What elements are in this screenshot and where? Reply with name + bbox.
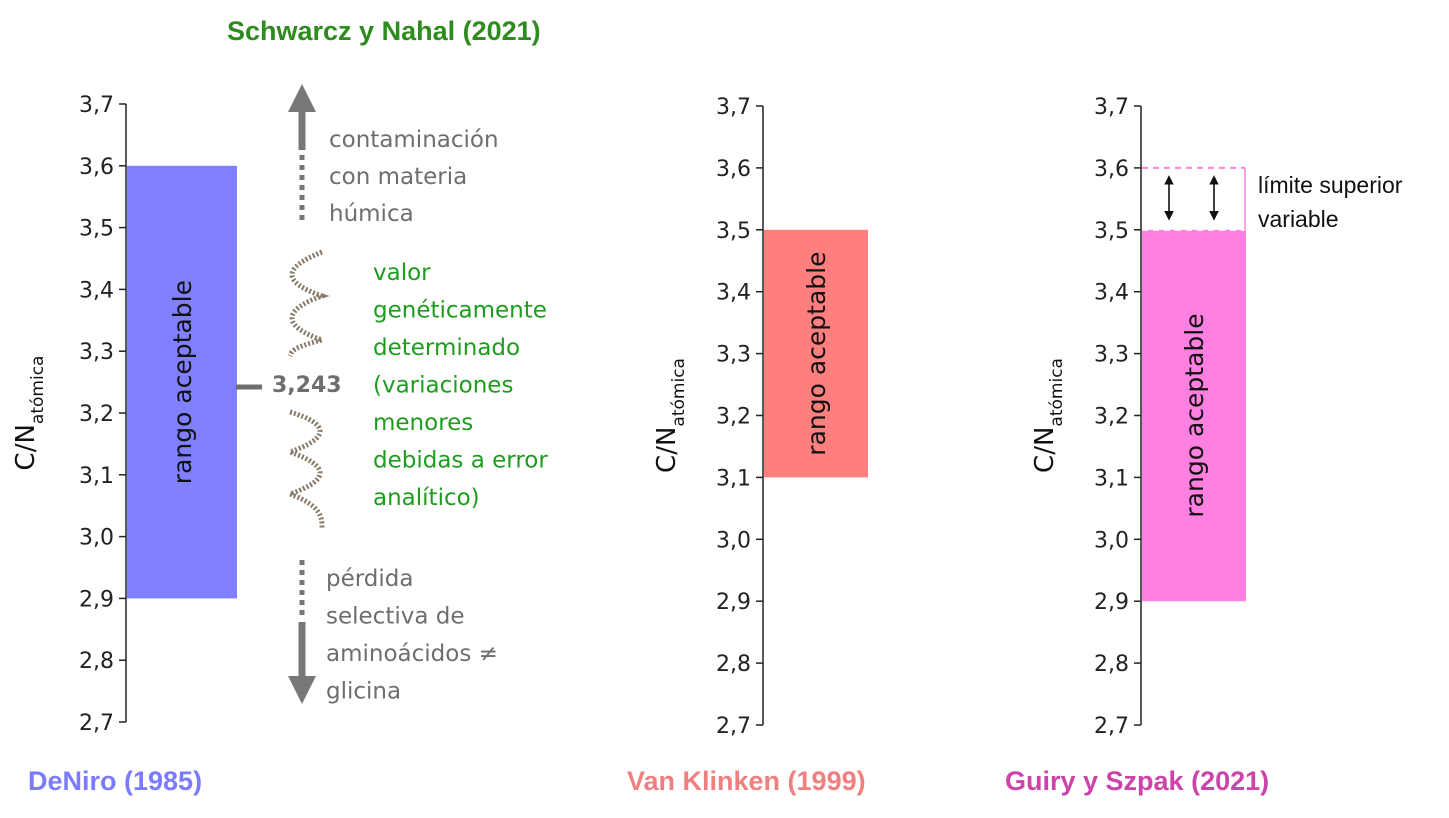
y-tick-label: 2,9 (1094, 590, 1129, 615)
y-tick-label: 3,6 (1094, 157, 1129, 182)
annotation-line: glicina (326, 679, 401, 705)
y-tick-label: 3,4 (79, 278, 114, 303)
annotation-line: húmica (329, 201, 414, 227)
value-label: 3,243 (272, 373, 342, 398)
y-tick-label: 3,4 (1094, 281, 1129, 306)
wave-lower (282, 409, 325, 529)
annotation-line: límite superior (1258, 172, 1403, 198)
bar-label: rango aceptable (1180, 313, 1209, 517)
y-tick-label: 3,3 (716, 343, 751, 368)
y-tick-label: 3,2 (1094, 405, 1129, 430)
y-tick-label: 3,4 (716, 281, 751, 306)
annotation-line: valor (373, 260, 431, 286)
chart-panel-3: rango aceptable 2,7 2,8 2,9 3,0 3,1 3,2 3,3 3,4 3… (1005, 95, 1269, 796)
bar-label: rango aceptable (802, 252, 831, 456)
chart-panel-2: rango aceptable 2,7 2,8 2,9 3,0 3,1 3,2 3,3 3,4 3… (627, 95, 868, 796)
y-tick-label: 3,0 (716, 528, 751, 553)
y-axis-label: C/Natómica (11, 356, 48, 471)
y-tick-label: 2,7 (1094, 714, 1129, 739)
annotation-line: selectiva de (326, 604, 465, 630)
y-tick-label: 3,0 (79, 526, 114, 551)
y-axis-label: C/Natómica (652, 358, 689, 473)
y-tick-label: 2,7 (79, 711, 114, 736)
annotation-line: aminoácidos ≠ (326, 641, 498, 667)
y-tick-label: 3,2 (716, 405, 751, 430)
annotation-line: con materia (329, 164, 467, 190)
loss-text: pérdida selectiva de aminoácidos ≠ glicina (326, 566, 498, 705)
y-tick-label: 3,1 (716, 466, 751, 491)
y-tick-label: 3,0 (1094, 528, 1129, 553)
y-tick-label: 3,7 (716, 95, 751, 120)
y-tick-label: 3,6 (79, 155, 114, 180)
y-tick-label: 3,6 (716, 157, 751, 182)
range-bar (764, 229, 868, 478)
annotation-line: determinado (373, 335, 520, 361)
y-tick-label: 3,5 (1094, 219, 1129, 244)
y-tick-label: 3,7 (1094, 95, 1129, 120)
citation-label: Van Klinken (1999) (627, 766, 866, 796)
y-tick-label: 3,2 (79, 402, 114, 427)
y-tick-label: 3,1 (79, 464, 114, 489)
y-tick-label: 3,7 (79, 93, 114, 118)
y-tick-label: 2,8 (79, 649, 114, 674)
y-tick-label: 2,9 (79, 587, 114, 612)
y-tick-label: 2,7 (716, 714, 751, 739)
citation-label: Guiry y Szpak (2021) (1005, 766, 1269, 796)
genetic-text: valor genéticamente determinado (variacione… (373, 260, 548, 511)
y-tick-label: 3,5 (716, 219, 751, 244)
contamination-text: contaminación con materia húmica (329, 127, 499, 227)
range-bar (127, 165, 237, 599)
y-tick-label: 2,8 (716, 652, 751, 677)
annotation-line: menores (373, 410, 473, 436)
wave-upper (287, 249, 331, 358)
annotation-line: pérdida (326, 566, 414, 592)
annotation-line: genéticamente (373, 298, 547, 324)
bar-label: rango aceptable (168, 280, 197, 484)
header-title: Schwarcz y Nahal (2021) (227, 16, 541, 46)
annotation-line: (variaciones (373, 373, 513, 399)
annotation-line: contaminación (329, 127, 499, 153)
y-tick-label: 2,9 (716, 590, 751, 615)
citation-label: DeNiro (1985) (28, 766, 202, 796)
y-axis-label: C/Natómica (1030, 358, 1067, 473)
annotation-line: variable (1258, 206, 1339, 232)
charts: rango aceptable 2,7 2,8 2,9 3,0 3,1 3,2 3,3 3,4 3… (11, 93, 1269, 796)
y-tick-label: 3,3 (1094, 343, 1129, 368)
upper-limit-text: límite superior variable (1258, 172, 1403, 232)
y-tick-label: 3,1 (1094, 466, 1129, 491)
chart-panel-1: rango aceptable 2,7 2,8 2,9 3,0 3,1 3,2 3,3 3,4 3… (11, 93, 237, 796)
annotation-line: debidas a error (373, 448, 548, 474)
annotations-schwarcz: 3,243 contaminación con materia húmica val… (236, 84, 1403, 705)
y-tick-label: 3,3 (79, 340, 114, 365)
annotation-line: analítico) (373, 485, 480, 511)
y-tick-label: 2,8 (1094, 652, 1129, 677)
y-tick-label: 3,5 (79, 217, 114, 242)
range-bar (1142, 229, 1246, 602)
